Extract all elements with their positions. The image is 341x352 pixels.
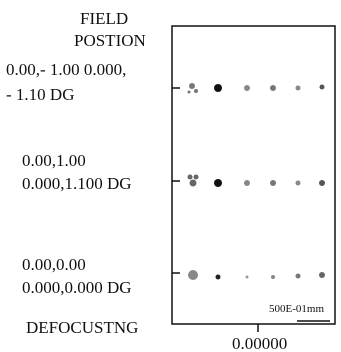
row-label: 0.00,- 1.00 0.000, bbox=[6, 60, 126, 79]
row-label: 0.000,1.100 DG bbox=[22, 174, 132, 193]
defocus-value: 0.00000 bbox=[232, 334, 287, 352]
header-line: POSTION bbox=[74, 31, 146, 50]
spots bbox=[188, 83, 326, 280]
header-line: FIELD bbox=[80, 9, 128, 28]
x-label: DEFOCUSTNG bbox=[26, 318, 138, 337]
row-label: 0.000,0.000 DG bbox=[22, 278, 132, 297]
row-ticks bbox=[172, 88, 258, 332]
scale-label: 500E-01mm bbox=[269, 303, 324, 315]
row-label: 0.00,0.00 bbox=[22, 255, 86, 274]
spot-diagram: FIELD POSTION 0.00,- 1.00 0.000, - 1.10 … bbox=[0, 0, 341, 352]
row-label: - 1.10 DG bbox=[6, 85, 74, 104]
row-label: 0.00,1.00 bbox=[22, 151, 86, 170]
